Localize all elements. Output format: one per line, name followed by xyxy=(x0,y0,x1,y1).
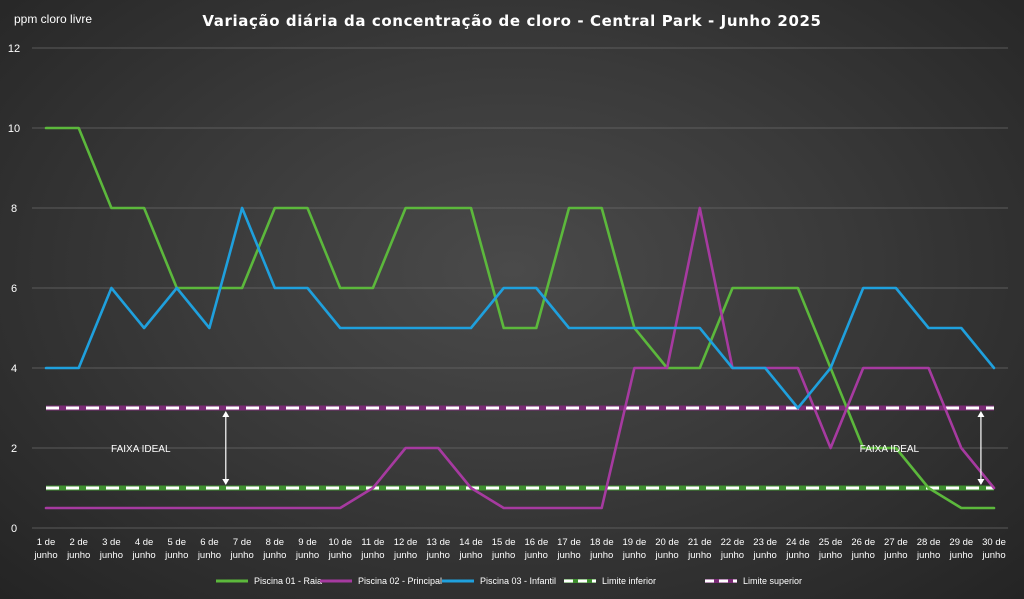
x-tick-label: junho xyxy=(99,550,123,561)
legend-label: Piscina 03 - Infantil xyxy=(480,576,556,586)
x-axis-ticks: 1 de junho 2 de junho 3 de junho 4 de junho 5 de… xyxy=(33,537,1006,561)
x-tick-label: 10 de xyxy=(328,537,352,548)
y-tick-label: 8 xyxy=(11,203,17,215)
chart-title: Variação diária da concentração de cloro… xyxy=(202,12,821,30)
legend-label: Limite superior xyxy=(743,576,802,586)
x-tick-label: 9 de xyxy=(298,537,317,548)
x-tick-label: 30 de xyxy=(982,537,1006,548)
x-tick-label: 23 de xyxy=(753,537,777,548)
x-tick-label: junho xyxy=(360,550,384,561)
legend-label: Piscina 02 - Principal xyxy=(358,576,442,586)
x-tick-label: junho xyxy=(949,550,973,561)
x-tick-label: 26 de xyxy=(851,537,875,548)
x-tick-label: 6 de xyxy=(200,537,219,548)
series-line xyxy=(44,126,996,510)
x-tick-label: junho xyxy=(458,550,482,561)
x-tick-label: junho xyxy=(654,550,678,561)
x-tick-label: 8 de xyxy=(266,537,285,548)
x-tick-label: 22 de xyxy=(721,537,745,548)
x-tick-label: junho xyxy=(916,550,940,561)
x-tick-label: 11 de xyxy=(361,537,384,548)
x-tick-label: junho xyxy=(328,550,352,561)
x-tick-label: 5 de xyxy=(168,537,187,548)
x-tick-label: 1 de xyxy=(37,537,56,548)
x-tick-label: 7 de xyxy=(233,537,252,548)
x-tick-label: 12 de xyxy=(394,537,418,548)
range-arrow-head xyxy=(977,411,985,417)
x-tick-label: junho xyxy=(753,550,777,561)
y-tick-label: 4 xyxy=(11,363,17,375)
x-tick-label: 25 de xyxy=(819,537,843,548)
y-axis-ticks: 0 2 4 6 8 10 12 xyxy=(8,43,20,535)
x-tick-label: 20 de xyxy=(655,537,679,548)
x-tick-label: junho xyxy=(851,550,875,561)
x-tick-label: junho xyxy=(33,550,57,561)
x-tick-label: 17 de xyxy=(557,537,581,548)
x-tick-label: 21 de xyxy=(688,537,712,548)
x-tick-label: 4 de xyxy=(135,537,154,548)
y-tick-label: 12 xyxy=(8,43,20,55)
x-tick-label: junho xyxy=(262,550,286,561)
x-tick-label: 16 de xyxy=(524,537,548,548)
x-tick-label: junho xyxy=(426,550,450,561)
x-tick-label: 27 de xyxy=(884,537,908,548)
series-line xyxy=(44,206,996,510)
x-tick-label: junho xyxy=(785,550,809,561)
range-arrow-head xyxy=(222,479,230,485)
y-tick-label: 10 xyxy=(8,123,20,135)
x-tick-label: 29 de xyxy=(949,537,973,548)
x-tick-label: junho xyxy=(883,550,907,561)
x-tick-label: junho xyxy=(589,550,613,561)
x-tick-label: 24 de xyxy=(786,537,810,548)
x-tick-label: junho xyxy=(295,550,319,561)
x-tick-label: 13 de xyxy=(426,537,450,548)
x-tick-label: junho xyxy=(491,550,515,561)
legend-label: Limite inferior xyxy=(602,576,656,586)
legend: Piscina 01 - Raia Piscina 02 - Principal P… xyxy=(216,576,802,586)
annotation-label: FAIXA IDEAL xyxy=(111,444,171,455)
x-tick-label: 19 de xyxy=(623,537,647,548)
range-arrow-head xyxy=(977,479,985,485)
x-tick-label: junho xyxy=(818,550,842,561)
range-arrow-head xyxy=(222,411,230,417)
x-tick-label: junho xyxy=(66,550,90,561)
x-tick-label: junho xyxy=(622,550,646,561)
x-tick-label: junho xyxy=(524,550,548,561)
x-tick-label: junho xyxy=(197,550,221,561)
y-axis-label: ppm cloro livre xyxy=(14,12,92,26)
x-tick-label: junho xyxy=(393,550,417,561)
annotations: FAIXA IDEAL FAIXA IDEAL xyxy=(111,411,985,485)
y-tick-label: 6 xyxy=(11,283,17,295)
x-tick-label: 14 de xyxy=(459,537,483,548)
x-tick-label: 15 de xyxy=(492,537,516,548)
x-tick-label: 3 de xyxy=(102,537,121,548)
x-tick-label: junho xyxy=(981,550,1005,561)
x-tick-label: 2 de xyxy=(69,537,88,548)
legend-label: Piscina 01 - Raia xyxy=(254,576,322,586)
x-tick-label: junho xyxy=(164,550,188,561)
x-tick-label: junho xyxy=(131,550,155,561)
x-tick-label: junho xyxy=(556,550,580,561)
annotation-label: FAIXA IDEAL xyxy=(860,444,920,455)
series-lines xyxy=(44,126,996,510)
x-tick-label: 18 de xyxy=(590,537,614,548)
x-tick-label: junho xyxy=(230,550,254,561)
x-tick-label: junho xyxy=(720,550,744,561)
x-tick-label: 28 de xyxy=(917,537,941,548)
x-tick-label: junho xyxy=(687,550,711,561)
series-line xyxy=(44,206,996,410)
y-tick-label: 2 xyxy=(11,443,17,455)
y-tick-label: 0 xyxy=(11,523,17,535)
